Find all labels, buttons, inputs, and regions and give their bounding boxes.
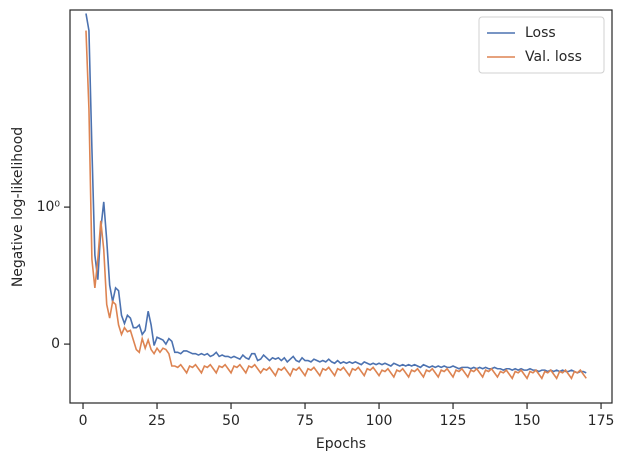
series-line — [85, 30, 587, 380]
x-tick-label: 150 — [514, 413, 541, 429]
x-tick-label: 25 — [148, 413, 166, 429]
series-line — [85, 13, 587, 374]
y-tick-label: 0 — [51, 336, 60, 352]
legend-box — [478, 16, 605, 74]
x-tick-label: 175 — [588, 413, 615, 429]
x-tick-label: 75 — [296, 413, 314, 429]
legend-label: Val. loss — [525, 49, 582, 65]
x-tick-label: 100 — [366, 413, 393, 429]
x-axis-label: Epochs — [316, 436, 366, 452]
x-tick-label: 0 — [79, 413, 88, 429]
legend-label: Loss — [525, 25, 556, 41]
plot-frame — [69, 9, 613, 404]
y-axis-label: Negative log-likelihood — [10, 127, 26, 287]
x-tick-label: 50 — [222, 413, 240, 429]
x-tick-label: 125 — [440, 413, 467, 429]
y-tick-label: 10⁰ — [37, 199, 61, 215]
